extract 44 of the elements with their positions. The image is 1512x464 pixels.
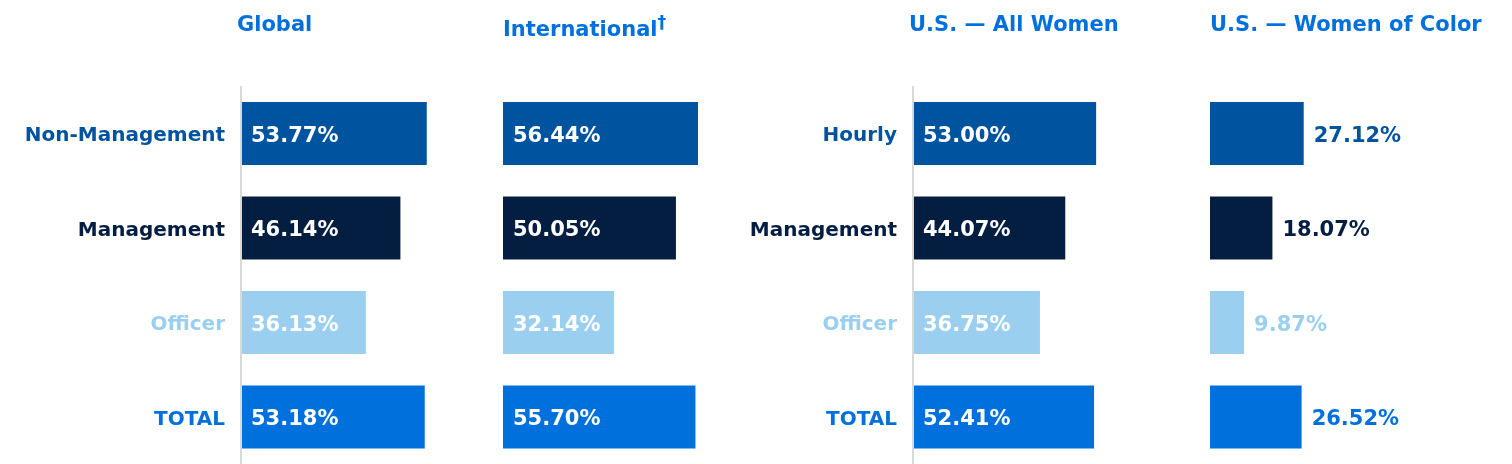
y-tick-label: Management [749,216,898,241]
data-label: 50.05% [513,217,601,241]
bar [241,291,366,354]
bar [913,291,1040,354]
bar [241,102,427,165]
data-label: 32.14% [513,311,601,336]
chart-title: International$^{†}$ [503,12,667,41]
bar [241,196,401,260]
y-tick-label: TOTAL [826,405,898,430]
data-label: 52.41% [923,406,1011,430]
bar [1210,385,1302,449]
data-label: 55.70% [513,406,601,430]
chart-title: U.S. — All Women [909,12,1119,36]
chart-title: Global [237,12,313,36]
bar [913,385,1095,449]
data-label: 56.44% [513,122,601,147]
data-label: 26.52% [1311,406,1400,430]
data-label: 27.12% [1313,122,1402,147]
y-tick-label: Officer [150,311,226,336]
bar [241,385,425,449]
y-tick-label: Officer [822,311,898,336]
data-label: 36.13% [251,311,339,336]
bar [503,102,698,165]
text: U.S. — Women of Color [1210,12,1482,36]
data-label: 44.07% [923,217,1011,241]
bar [913,196,1066,260]
data-label: 36.75% [923,311,1011,336]
y-tick-label: Hourly [822,122,897,147]
data-label: 53.77% [251,122,339,147]
bar [1210,291,1245,354]
bar [1210,102,1304,165]
y-tick-label: TOTAL [154,405,226,430]
bar [503,196,676,260]
data-label: 53.18% [251,406,339,430]
data-label: 18.07% [1282,217,1370,241]
data-label: 53.00% [923,122,1011,147]
data-label: 46.14% [251,217,339,241]
y-tick-label: Management [77,216,226,241]
y-tick-label: Non-Management [24,122,226,147]
bar [503,291,615,354]
data-label: 9.87% [1254,311,1327,336]
bar [913,102,1097,165]
bar [1210,196,1273,260]
bar [503,385,696,449]
